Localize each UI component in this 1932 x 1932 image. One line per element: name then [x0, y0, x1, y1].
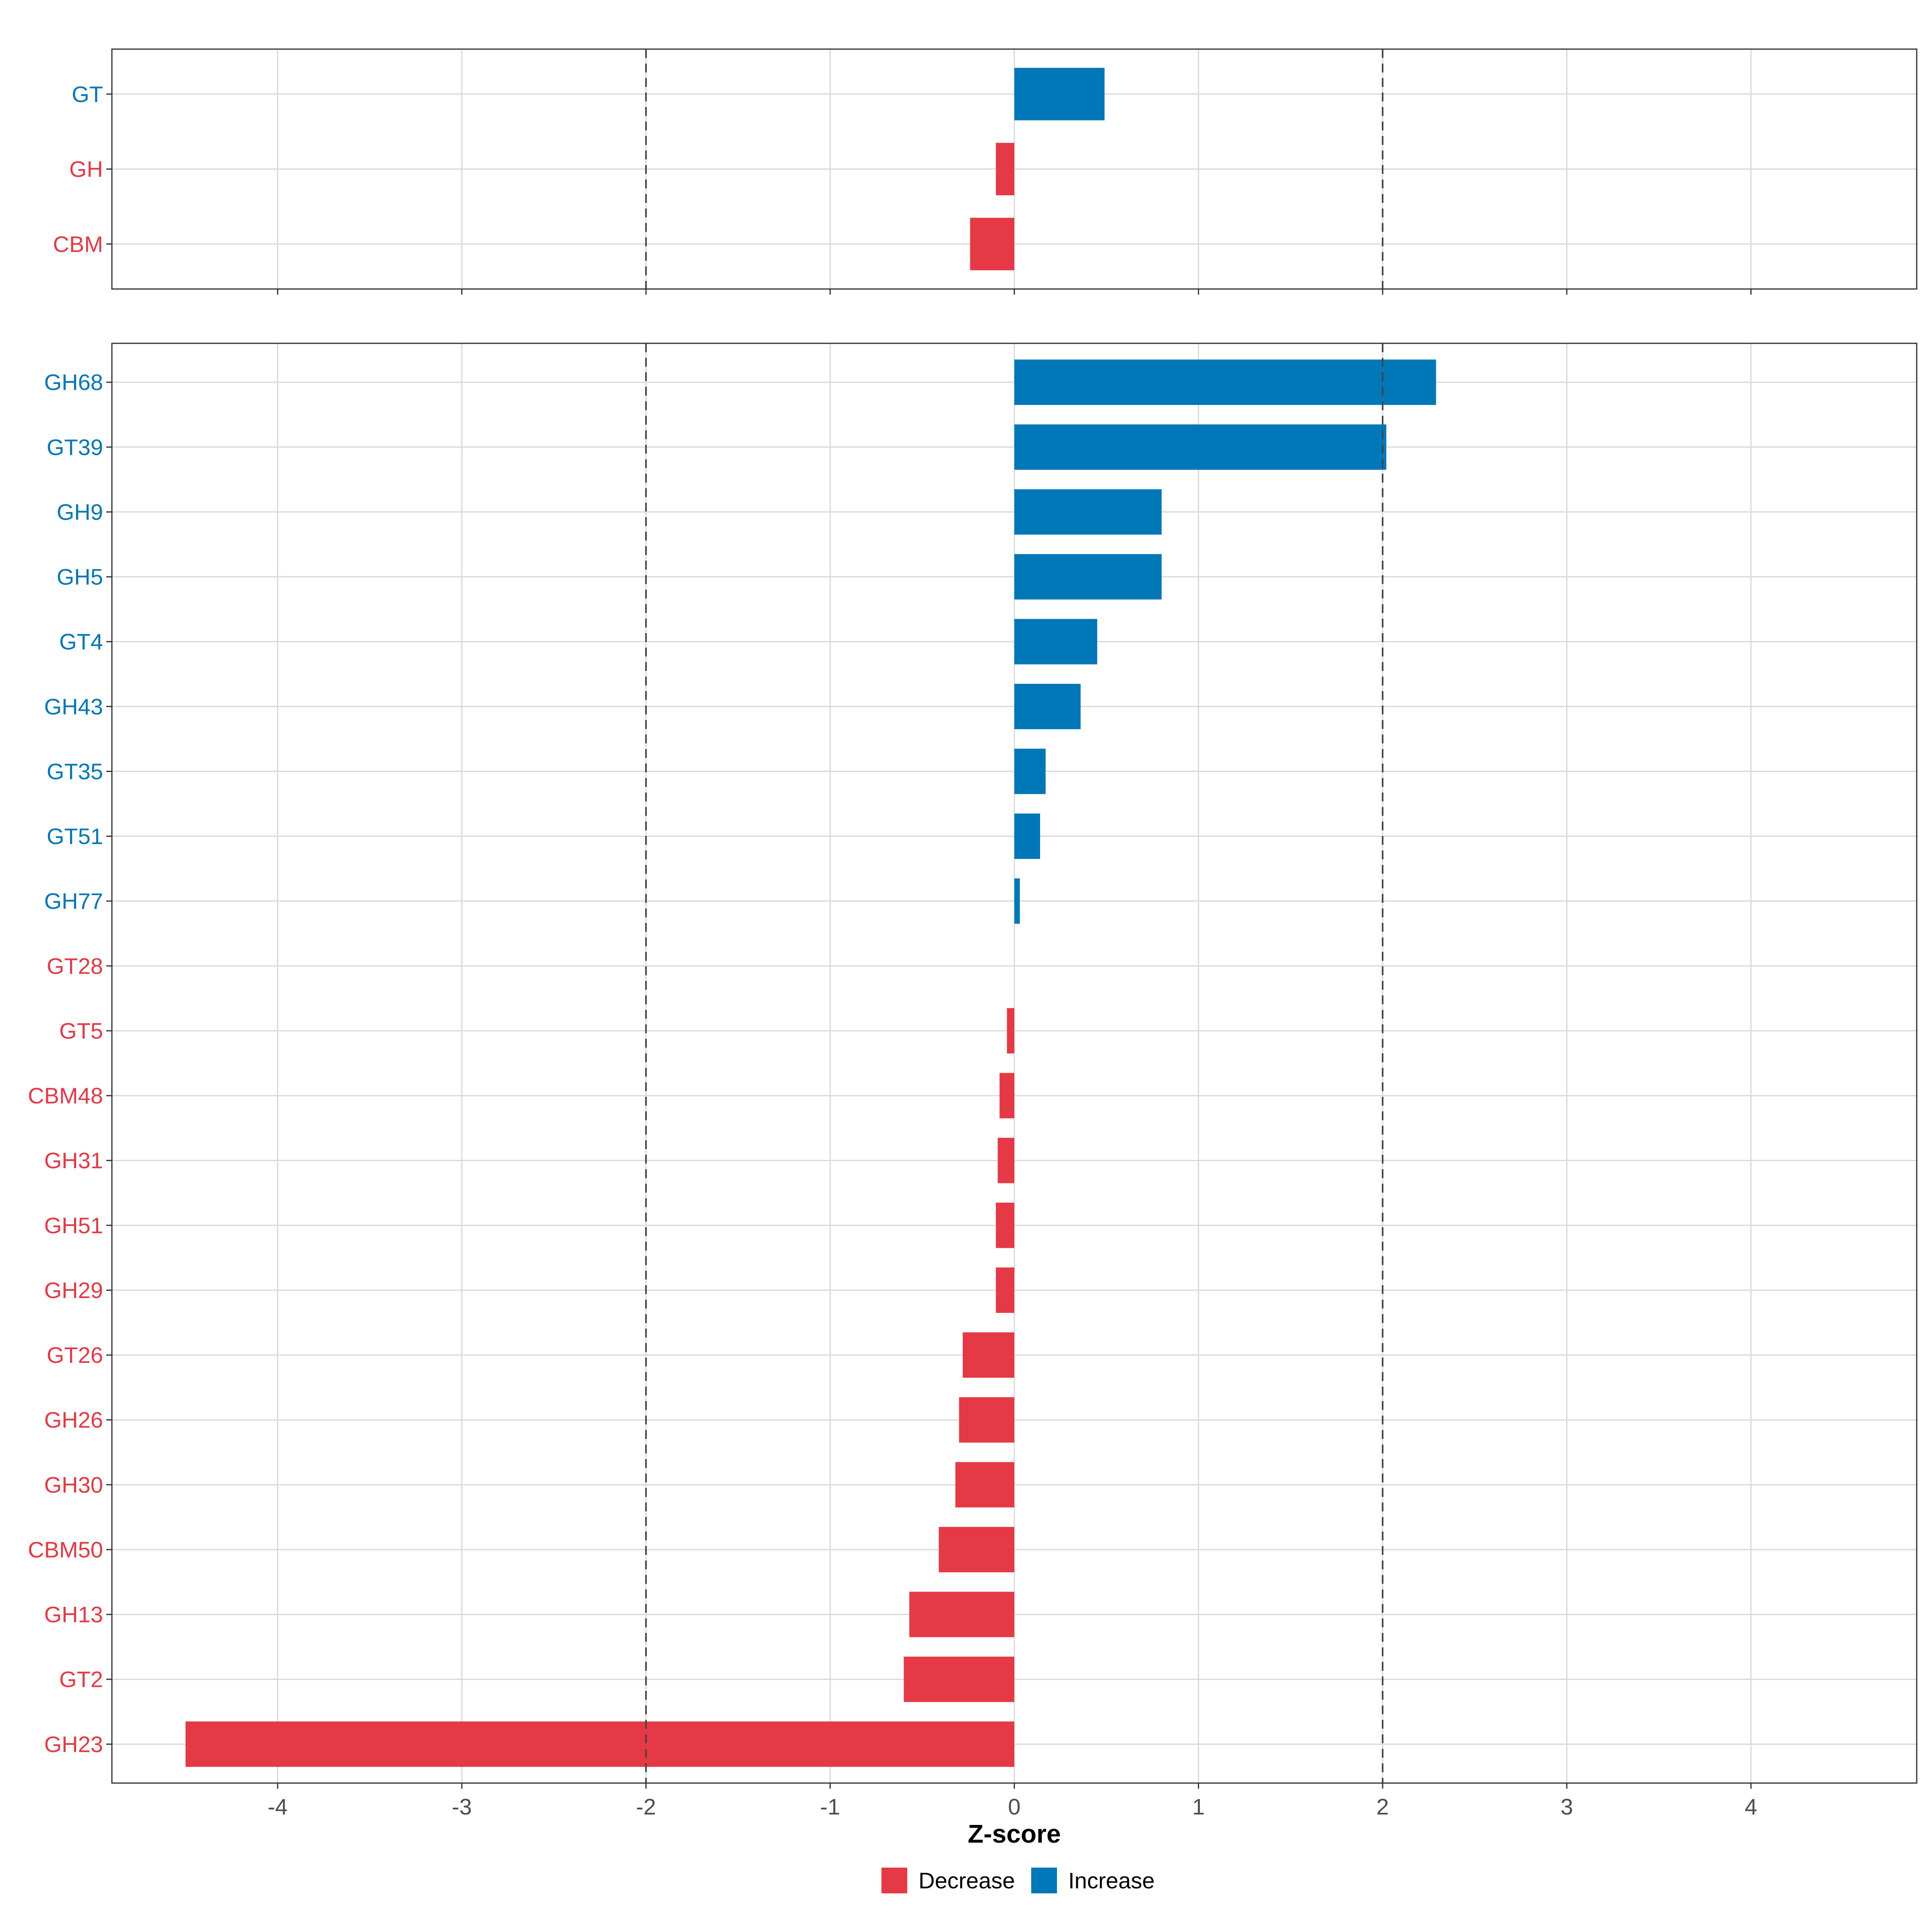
x-axis-label: Z-score [968, 1819, 1061, 1848]
x-axis: -4 -3 -2 -1 0 1 2 3 4 [268, 1794, 1757, 1819]
category-label-GH26: GH26 [44, 1407, 103, 1432]
category-label-GH23: GH23 [44, 1732, 103, 1757]
bar-GT26 [962, 1332, 1014, 1378]
category-label-GH13: GH13 [44, 1602, 103, 1627]
bar-GT [1014, 68, 1105, 120]
bar-GH77 [1014, 878, 1020, 924]
bar-GH13 [909, 1591, 1014, 1637]
category-label-GT35: GT35 [47, 759, 103, 784]
legend-label-increase: Increase [1068, 1868, 1155, 1893]
bar-GH29 [996, 1267, 1014, 1313]
legend-key-increase [1031, 1868, 1057, 1893]
top-panel: GT GH CBM [53, 48, 1918, 295]
bar-GH [996, 142, 1014, 196]
x-tick-label-1: 1 [1192, 1794, 1205, 1819]
category-label-GT51: GT51 [47, 824, 103, 849]
category-label-GH51: GH51 [44, 1213, 103, 1238]
category-label-CBM48: CBM48 [28, 1083, 103, 1108]
bar-GH31 [997, 1137, 1014, 1183]
bar-GH51 [996, 1202, 1014, 1248]
category-label-GH77: GH77 [44, 888, 103, 914]
category-label-GT26: GT26 [47, 1342, 103, 1368]
x-tick-label--1: -1 [820, 1794, 840, 1819]
category-label-GH43: GH43 [44, 694, 103, 719]
category-label-GT: GT [72, 81, 103, 107]
bar-CBM [970, 218, 1014, 270]
x-tick-label--3: -3 [452, 1794, 472, 1819]
bottom-panel: GH68 GT39 GH9 GH5 GT4 GH43 GT35 GT51 GH77 GT28 GT5… [28, 343, 1918, 1789]
legend-label-decrease: Decrease [919, 1868, 1015, 1893]
bar-GT39 [1014, 424, 1387, 470]
bar-CBM50 [939, 1527, 1014, 1573]
x-tick-label-0: 0 [1008, 1794, 1020, 1819]
category-label-GH: GH [69, 157, 103, 182]
bar-GH9 [1014, 489, 1162, 535]
category-label-GH68: GH68 [44, 369, 103, 395]
bar-GH43 [1014, 683, 1081, 729]
bar-GT5 [1007, 1008, 1014, 1054]
category-label-CBM: CBM [53, 231, 103, 257]
x-tick-label-3: 3 [1560, 1794, 1573, 1819]
bar-GT4 [1014, 619, 1097, 665]
x-tick-label--2: -2 [636, 1794, 656, 1819]
category-label-GT39: GT39 [47, 434, 103, 460]
bar-GT35 [1014, 749, 1046, 794]
bar-GH30 [955, 1462, 1014, 1508]
bar-GH68 [1014, 359, 1436, 405]
bar-GH23 [186, 1721, 1014, 1767]
bar-GH26 [959, 1397, 1014, 1443]
legend-key-decrease [881, 1868, 907, 1893]
category-label-GT4: GT4 [59, 629, 103, 654]
bar-GT51 [1014, 813, 1040, 859]
x-tick-label-4: 4 [1745, 1794, 1757, 1819]
bar-GT2 [904, 1656, 1014, 1702]
x-tick-label--4: -4 [268, 1794, 288, 1819]
legend: Decrease Increase [881, 1868, 1155, 1893]
category-label-GH5: GH5 [57, 564, 103, 590]
category-label-GT2: GT2 [59, 1667, 103, 1692]
bar-GH5 [1014, 554, 1162, 600]
category-label-GH29: GH29 [44, 1278, 103, 1303]
category-label-GH31: GH31 [44, 1148, 103, 1173]
bar-CBM48 [999, 1073, 1014, 1119]
category-label-GH30: GH30 [44, 1472, 103, 1497]
category-label-GT28: GT28 [47, 953, 103, 978]
x-tick-label-2: 2 [1377, 1794, 1389, 1819]
category-label-CBM50: CBM50 [28, 1537, 103, 1562]
category-label-GT5: GT5 [59, 1018, 103, 1043]
category-label-GH9: GH9 [57, 499, 103, 524]
